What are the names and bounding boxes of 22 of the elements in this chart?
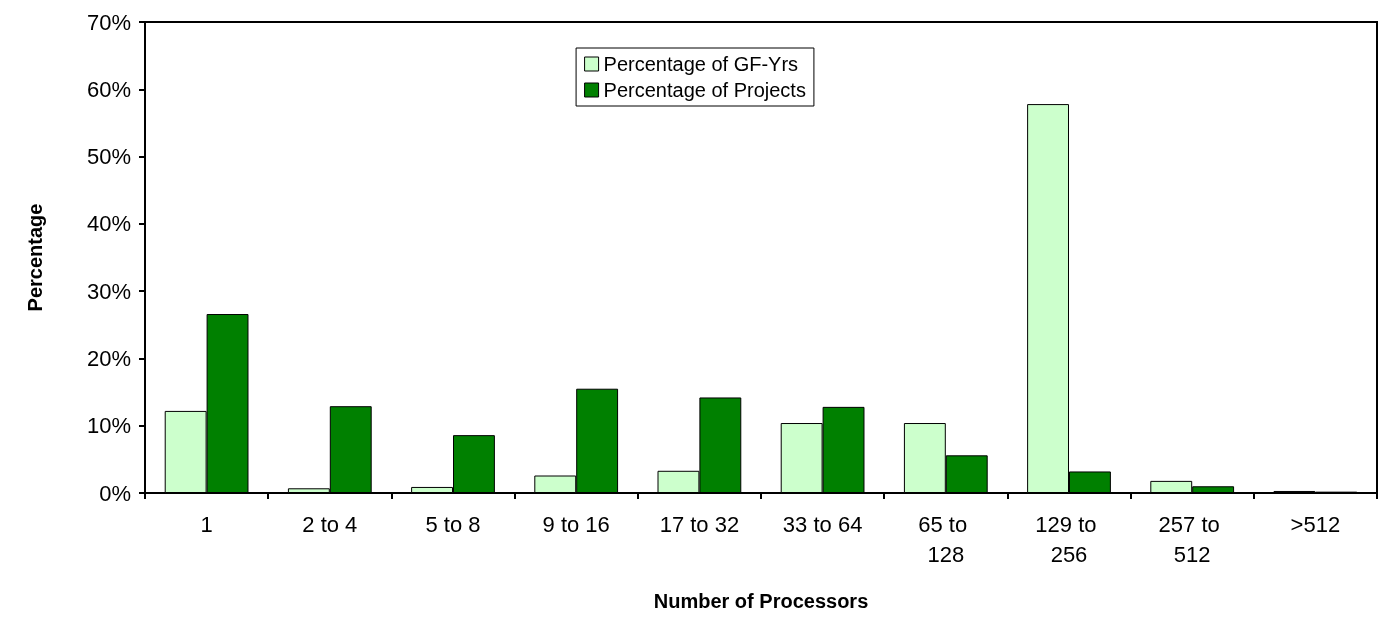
x-tick-label: 129 to 256 (1035, 511, 1103, 567)
x-tick-label: 65 to 128 (918, 511, 974, 567)
y-tick-label: 30% (86, 278, 131, 304)
y-tick-label: 40% (86, 211, 131, 237)
x-tick-label: 9 to 16 (542, 511, 610, 537)
x-tick-label: 33 to 64 (782, 511, 863, 537)
y-tick-label: 50% (86, 144, 131, 170)
y-tick-label: 60% (86, 76, 131, 102)
y-tick-label: 70% (86, 9, 131, 35)
x-tick-label: 2 to 4 (302, 511, 358, 537)
y-tick-label: 20% (86, 345, 131, 371)
legend-label: Percentage of Projects (603, 79, 806, 101)
x-tick-label: 17 to 32 (659, 511, 740, 537)
y-axis-title: Percentage (24, 203, 46, 312)
x-tick-label: >512 (1290, 511, 1341, 537)
y-tick-label: 0% (99, 480, 131, 506)
x-tick-label: 257 to 512 (1158, 511, 1226, 567)
x-tick-label: 5 to 8 (425, 511, 481, 537)
x-tick-label: 1 (200, 511, 213, 537)
x-axis-title: Number of Processors (653, 590, 869, 612)
legend-label: Percentage of GF-Yrs (603, 53, 799, 75)
y-tick-label: 10% (86, 413, 131, 439)
